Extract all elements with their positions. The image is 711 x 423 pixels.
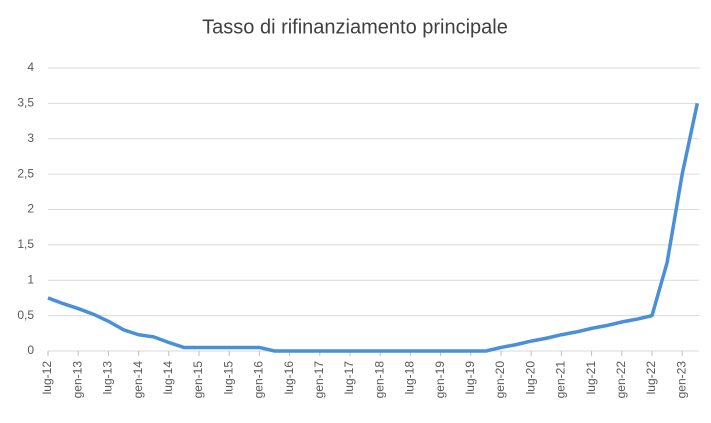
y-tick-label: 0,5 <box>17 308 34 322</box>
x-tick-label: lug-13 <box>101 361 115 395</box>
x-tick-label: lug-16 <box>282 361 296 395</box>
x-tick-label: lug-12 <box>40 361 54 395</box>
x-tick-label: gen-13 <box>70 361 84 399</box>
y-tick-label: 3,5 <box>17 96 34 110</box>
x-tick-label: lug-21 <box>584 361 598 395</box>
y-tick-label: 2,5 <box>17 166 34 180</box>
x-tick-label: gen-14 <box>131 361 145 399</box>
x-tick-label: gen-20 <box>493 361 507 399</box>
chart-title: Tasso di rifinanziamento principale <box>202 16 508 38</box>
y-tick-label: 4 <box>27 60 34 74</box>
y-tick-label: 0 <box>27 343 34 357</box>
x-tick-label: gen-18 <box>372 361 386 399</box>
y-tick-label: 1,5 <box>17 237 34 251</box>
x-tick-label: gen-21 <box>554 361 568 399</box>
x-tick-label: lug-18 <box>403 361 417 395</box>
y-tick-label: 1 <box>27 272 34 286</box>
x-tick-label: gen-15 <box>191 361 205 399</box>
x-tick-label: lug-20 <box>523 361 537 395</box>
data-line <box>47 103 700 353</box>
x-tick-label: gen-22 <box>614 361 628 399</box>
x-tick-label: lug-15 <box>221 361 235 395</box>
x-tick-label: lug-22 <box>644 361 658 395</box>
x-tick-label: gen-16 <box>252 361 266 399</box>
y-tick-label: 2 <box>27 202 34 216</box>
x-tick-label: gen-17 <box>312 361 326 399</box>
x-tick-label: gen-19 <box>433 361 447 399</box>
x-tick-label: lug-17 <box>342 361 356 395</box>
x-tick-label: lug-19 <box>463 361 477 395</box>
x-tick-label: lug-14 <box>161 361 175 395</box>
y-tick-label: 3 <box>27 131 34 145</box>
x-tick-label: gen-23 <box>674 361 688 399</box>
